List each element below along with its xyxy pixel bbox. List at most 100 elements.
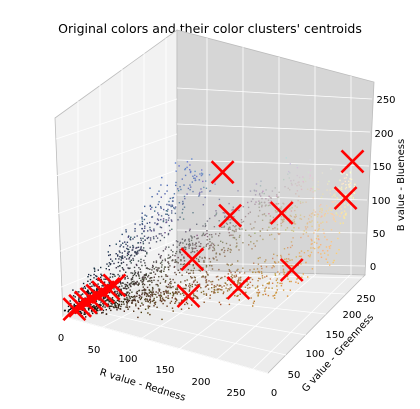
color-point	[172, 254, 174, 256]
color-point	[115, 305, 117, 307]
color-point	[113, 302, 115, 305]
color-point	[128, 256, 131, 259]
color-point	[203, 301, 205, 303]
color-point	[145, 300, 147, 302]
color-point	[326, 238, 328, 241]
color-point	[269, 204, 271, 206]
color-point	[229, 287, 231, 289]
color-point	[196, 281, 198, 283]
color-point	[224, 275, 226, 278]
color-point	[301, 276, 303, 278]
color-point	[140, 279, 142, 282]
color-point	[168, 268, 170, 271]
color-point	[254, 245, 256, 247]
color-point	[192, 190, 194, 193]
color-point	[168, 225, 170, 227]
color-point	[204, 223, 207, 225]
color-point	[150, 294, 152, 296]
color-point	[200, 188, 202, 190]
color-point	[288, 177, 290, 179]
color-point	[164, 258, 166, 260]
color-point	[97, 269, 99, 271]
color-point	[112, 273, 114, 275]
color-point	[339, 215, 341, 217]
color-point	[343, 215, 345, 217]
color-point	[204, 233, 207, 236]
color-point	[349, 178, 351, 180]
color-point	[200, 291, 203, 294]
color-point	[170, 280, 172, 283]
color-point	[155, 269, 158, 271]
color-point	[314, 211, 317, 213]
color-point	[150, 230, 153, 232]
color-point	[227, 229, 230, 231]
color-point	[194, 277, 196, 279]
color-point	[295, 193, 297, 195]
color-point	[115, 267, 117, 269]
color-point	[128, 284, 131, 286]
color-point	[157, 219, 160, 221]
color-point	[201, 191, 203, 193]
color-point	[103, 296, 105, 298]
color-point	[232, 206, 234, 208]
color-point	[344, 188, 347, 190]
color-point	[101, 285, 103, 287]
color-point	[276, 228, 279, 230]
color-point	[136, 292, 138, 295]
color-point	[328, 180, 330, 183]
color-point	[265, 204, 267, 206]
color-point	[284, 211, 287, 213]
color-point	[185, 284, 187, 287]
color-point	[118, 300, 120, 302]
color-point	[299, 202, 302, 204]
color-point	[331, 201, 333, 203]
color-point	[205, 271, 207, 273]
color-point	[96, 312, 98, 315]
color-point	[148, 289, 150, 291]
color-point	[325, 246, 328, 248]
color-point	[73, 306, 75, 308]
color-point	[93, 285, 95, 287]
color-point	[85, 316, 87, 318]
color-point	[335, 252, 338, 255]
color-point	[126, 299, 128, 301]
color-point	[160, 215, 163, 217]
color-point	[156, 306, 158, 308]
color-point	[333, 218, 335, 220]
color-point	[311, 177, 314, 179]
centroid-marker-stroke	[279, 258, 304, 282]
color-point	[298, 255, 301, 257]
color-point	[165, 275, 167, 277]
color-point	[161, 300, 163, 302]
color-point	[311, 225, 313, 228]
centroid-marker	[176, 284, 201, 309]
color-point	[120, 256, 123, 258]
centroid-marker	[73, 290, 98, 315]
color-point	[322, 193, 324, 195]
color-point	[326, 205, 328, 207]
color-point	[149, 277, 151, 280]
color-point	[131, 278, 134, 280]
color-point	[84, 313, 86, 315]
color-point	[268, 202, 270, 204]
color-point	[137, 242, 139, 244]
color-point	[218, 220, 220, 222]
color-point	[317, 235, 319, 237]
color-point	[218, 268, 220, 271]
color-point	[341, 211, 343, 214]
color-point	[124, 277, 126, 279]
color-point	[262, 238, 264, 241]
color-point	[199, 270, 202, 272]
color-point	[224, 282, 226, 284]
color-point	[169, 197, 171, 200]
color-point	[143, 276, 145, 278]
color-point	[203, 234, 206, 236]
color-point	[127, 287, 130, 289]
color-point	[167, 286, 169, 288]
color-point	[347, 204, 349, 206]
color-point	[167, 208, 169, 211]
color-point	[109, 273, 112, 275]
color-point	[235, 228, 237, 231]
color-point	[291, 229, 293, 232]
color-point	[224, 255, 226, 257]
